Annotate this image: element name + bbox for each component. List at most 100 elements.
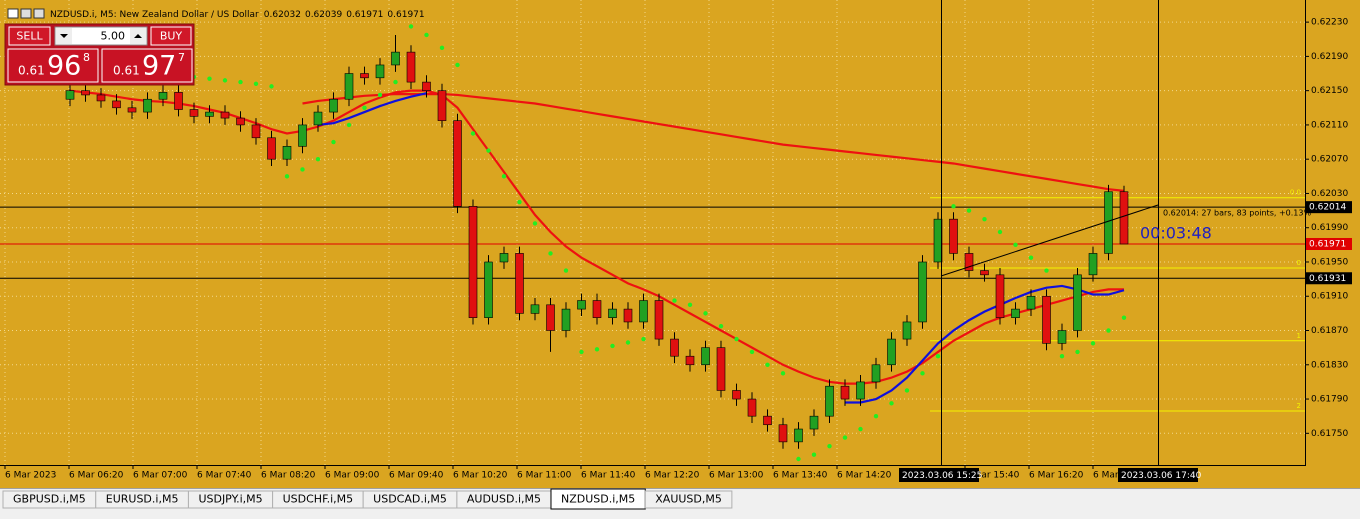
candle-body	[918, 261, 927, 323]
sar-dot	[1075, 349, 1080, 355]
sar-dot	[253, 81, 259, 87]
sar-dot	[951, 204, 956, 209]
candle-body	[406, 51, 416, 83]
y-tick-label: 0.61830	[1311, 360, 1348, 370]
x-tick-label: 6 Mar 09:00	[325, 471, 380, 481]
sar-dot	[765, 362, 770, 367]
y-tick-label: 0.62230	[1311, 18, 1348, 28]
crosshair-time-box	[1118, 468, 1198, 482]
tab-label[interactable]: USDCAD.i,M5	[373, 493, 447, 506]
volume-spinner[interactable]	[54, 26, 148, 46]
candle-body	[840, 385, 850, 400]
price-tag	[1306, 237, 1352, 250]
sar-dot	[579, 349, 584, 355]
crosshair-time: 2023.03.06 15:25	[902, 471, 982, 481]
candle-body	[1042, 295, 1051, 344]
bid-box[interactable]	[7, 48, 99, 83]
volume[interactable]: 5.00	[101, 30, 126, 43]
candle-body	[561, 308, 571, 331]
symbol-title: NZDUSD.i, M5: New Zealand Dollar / US Do…	[50, 10, 259, 20]
candle-body	[158, 92, 168, 100]
price-tag-label: 0.62014	[1309, 203, 1346, 213]
y-tick-label: 0.61870	[1311, 326, 1348, 336]
menu-icon[interactable]	[7, 8, 19, 19]
sar-dot	[470, 131, 476, 136]
fib-label: 0.0	[1290, 189, 1301, 197]
sar-dot	[610, 343, 615, 349]
sar-dot	[594, 347, 600, 352]
price-tag	[1306, 201, 1352, 214]
candle-body	[933, 218, 943, 263]
x-tick-label: 6 Mar 13:40	[773, 471, 828, 481]
chart-icon[interactable]	[20, 8, 32, 19]
y-tick-label: 0.61990	[1311, 223, 1348, 233]
candle-body	[1088, 253, 1098, 276]
tab-label[interactable]: EURUSD.i,M5	[106, 493, 179, 506]
candle-body	[809, 415, 819, 430]
x-tick-label: 6 Mar 08:20	[261, 471, 316, 481]
tab-label[interactable]: NZDUSD.i,M5	[561, 493, 635, 506]
ask-big: 97	[142, 51, 176, 82]
crosshair-time: 2023.03.06 17:40	[1121, 471, 1202, 481]
buy-button[interactable]	[150, 26, 192, 46]
sar-dot	[811, 452, 817, 457]
candle-body	[468, 206, 478, 318]
price-tag	[1306, 272, 1352, 285]
bid-big: 96	[47, 51, 81, 82]
candle-body	[81, 90, 90, 96]
candle-body	[778, 424, 788, 443]
ohlc-open: 0.62032	[264, 10, 301, 20]
candle-body	[65, 90, 75, 100]
candle-body	[453, 120, 462, 207]
candle-body	[282, 146, 292, 160]
y-tick-label: 0.62070	[1311, 155, 1348, 165]
x-tick-label: 6 Mar 10:20	[453, 471, 508, 481]
sar-dot	[672, 298, 677, 303]
candle-body	[375, 64, 385, 79]
sar-dot	[439, 45, 445, 51]
candle-body	[716, 347, 726, 391]
candle-body	[825, 385, 834, 417]
plot: 0.0 0 1 2	[0, 24, 1305, 462]
sar-dot	[455, 62, 460, 68]
candle-body	[220, 111, 230, 119]
sar-dot	[997, 229, 1003, 235]
bid-prefix: 0.61	[18, 64, 45, 78]
buy-label[interactable]: BUY	[160, 30, 183, 43]
x-tick-label: 6 Mar 2023	[5, 471, 56, 481]
sar-dot	[734, 336, 739, 342]
x-tick-label: 6 Mar 13:00	[709, 471, 764, 481]
axis-labels: 0.62230 0.62190 0.62150 0.62110 0.62070 0.620…	[4, 18, 1352, 481]
candle-body	[763, 415, 772, 426]
moving-average	[69, 89, 1124, 385]
tab-label[interactable]: XAUUSD,M5	[655, 493, 722, 506]
tab-label[interactable]: AUDUSD.i,M5	[467, 493, 541, 506]
candle-body	[329, 98, 338, 113]
candle-body	[654, 300, 664, 340]
tab-label[interactable]: GBPUSD.i,M5	[13, 493, 86, 506]
sell-button[interactable]	[8, 26, 51, 46]
candle-body	[980, 270, 989, 276]
sar-dot	[238, 79, 243, 85]
candle-body	[546, 304, 555, 331]
candle-body	[112, 100, 121, 109]
tab[interactable]	[644, 490, 733, 509]
y-tick-label: 0.61910	[1311, 292, 1348, 302]
sar-dot	[889, 401, 894, 406]
candle-body	[422, 81, 431, 91]
chart-icon[interactable]	[33, 8, 45, 19]
candle-body	[871, 364, 881, 383]
sell-label[interactable]: SELL	[16, 30, 43, 43]
y-tick-label: 0.62110	[1311, 120, 1348, 130]
sar-dot	[532, 221, 538, 226]
candle-body	[639, 300, 648, 323]
candle-body	[127, 107, 137, 113]
fib-label: 2	[1297, 402, 1301, 410]
ask-box[interactable]	[101, 48, 193, 83]
tab-label[interactable]: USDJPY.i,M5	[198, 493, 262, 506]
candle-body	[995, 274, 1005, 318]
sar-dot	[1106, 328, 1111, 333]
bid-small: 8	[83, 51, 90, 64]
tab-label[interactable]: USDCHF.i,M5	[283, 493, 354, 506]
